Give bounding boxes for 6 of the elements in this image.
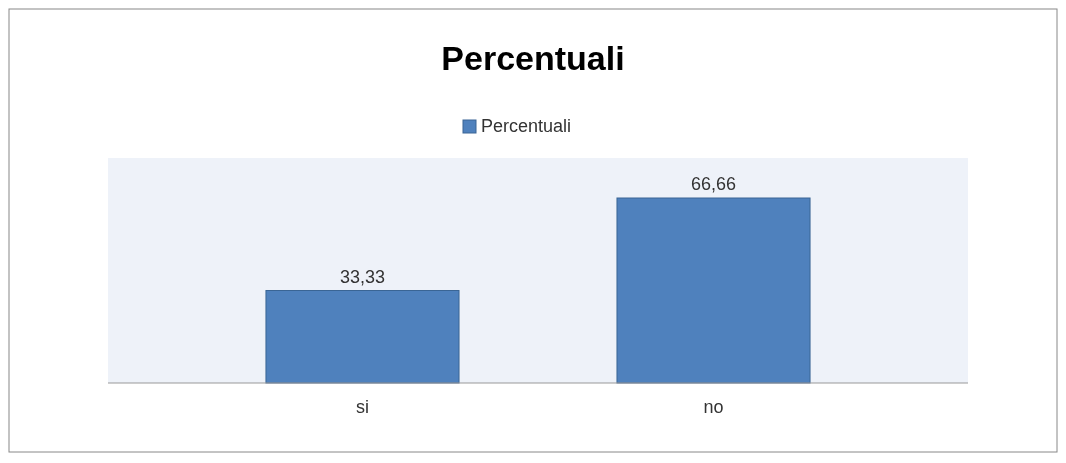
data-label: 33,33 bbox=[339, 266, 386, 287]
chart-title: Percentuali bbox=[441, 39, 625, 77]
legend-label: Percentuali bbox=[481, 116, 572, 136]
x-tick-label: no bbox=[703, 397, 724, 417]
x-tick-label: si bbox=[355, 397, 369, 417]
data-label: 66,66 bbox=[690, 174, 737, 194]
